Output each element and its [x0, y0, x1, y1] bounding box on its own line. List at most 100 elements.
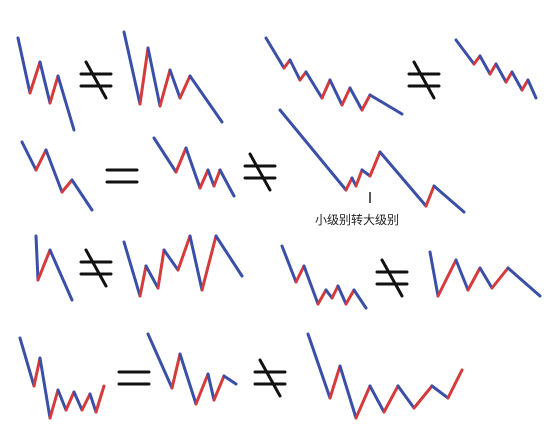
rising-segment	[80, 392, 92, 412]
falling-segment	[144, 264, 160, 290]
rising-segment	[48, 388, 60, 420]
zigzag-pattern-2	[122, 30, 224, 124]
relation-symbols	[79, 60, 441, 398]
rising-segment	[294, 264, 306, 284]
falling-segment	[396, 384, 416, 410]
rising-segment	[316, 288, 328, 306]
falling-segment	[188, 234, 204, 292]
falling-segment	[214, 234, 244, 278]
rising-segment	[354, 168, 364, 188]
falling-segment	[56, 74, 76, 132]
falling-segment	[206, 168, 216, 188]
falling-segment	[188, 74, 224, 124]
rising-segment	[28, 60, 42, 95]
rising-segment	[472, 54, 482, 66]
rising-segment	[64, 390, 76, 412]
rising-segment	[436, 258, 458, 298]
falling-segment	[168, 68, 182, 100]
not-equal-sign-1	[79, 60, 113, 100]
falling-segment	[368, 384, 386, 414]
level-transition-annotation: 小级别转大级别	[315, 192, 399, 227]
falling-segment	[430, 384, 450, 400]
zigzag-pattern-14	[306, 332, 464, 420]
zigzag-pattern-6	[152, 136, 236, 198]
rising-segment	[446, 368, 464, 400]
equal-sign-3	[105, 168, 139, 184]
not-equal-sign-8	[253, 358, 287, 398]
rising-segment	[320, 78, 332, 100]
rising-segment	[170, 352, 182, 390]
zigzag-patterns	[16, 30, 542, 420]
zigzag-pattern-8	[34, 234, 74, 302]
falling-segment	[122, 240, 142, 298]
rising-segment	[504, 70, 514, 84]
rising-segment	[176, 234, 192, 272]
sign-slash	[380, 258, 404, 298]
falling-segment	[20, 140, 38, 172]
falling-segment	[218, 168, 236, 198]
sign-slash	[412, 60, 436, 100]
falling-segment	[56, 388, 68, 412]
rising-segment	[330, 284, 340, 300]
rising-segment	[412, 384, 434, 410]
zigzag-pattern-1	[16, 36, 76, 132]
zigzag-pattern-9	[122, 234, 244, 298]
zigzag-pattern-7	[278, 108, 466, 214]
falling-segment	[38, 356, 52, 420]
rising-segment	[138, 264, 148, 298]
zigzag-pattern-13	[146, 332, 238, 406]
zigzag-pattern-4	[454, 38, 538, 100]
rising-segment	[298, 70, 308, 82]
sign-slash	[84, 60, 108, 100]
rising-segment	[60, 178, 74, 194]
falling-segment	[288, 58, 302, 82]
sign-slash	[248, 152, 272, 192]
falling-segment	[122, 30, 142, 106]
zigzag-pattern-5	[20, 140, 94, 212]
not-equal-sign-4	[243, 152, 277, 192]
falling-segment	[378, 150, 428, 208]
annotation-label: 小级别转大级别	[315, 212, 399, 227]
rising-segment	[174, 146, 188, 174]
zigzag-pattern-10	[280, 244, 368, 310]
falling-segment	[526, 78, 538, 100]
falling-segment	[510, 70, 524, 92]
falling-segment	[428, 250, 440, 298]
falling-segment	[360, 168, 372, 178]
not-equal-sign-5	[79, 248, 113, 288]
sign-slash	[258, 358, 282, 398]
falling-segment	[352, 288, 368, 310]
falling-segment	[478, 54, 492, 76]
falling-segment	[206, 372, 216, 402]
rising-segment	[94, 384, 106, 414]
falling-segment	[338, 364, 358, 420]
not-equal-sign-6	[375, 258, 409, 298]
sign-slash	[84, 248, 108, 288]
rising-segment	[520, 78, 530, 92]
rising-segment	[340, 86, 352, 107]
rising-segment	[360, 93, 372, 112]
falling-segment	[16, 36, 32, 95]
falling-segment	[38, 60, 52, 105]
rising-segment	[34, 148, 48, 172]
falling-segment	[368, 93, 404, 116]
falling-segment	[328, 78, 344, 107]
rising-segment	[212, 374, 226, 402]
falling-segment	[146, 46, 162, 108]
rising-segment	[344, 288, 356, 306]
rising-segment	[212, 168, 222, 188]
rising-segment	[156, 248, 166, 290]
falling-segment	[178, 352, 198, 406]
falling-segment	[280, 244, 298, 284]
equal-sign-7	[117, 370, 151, 386]
falling-segment	[70, 178, 94, 212]
falling-segment	[184, 146, 202, 190]
rising-segment	[328, 364, 342, 400]
falling-segment	[432, 184, 466, 214]
rising-segment	[138, 46, 150, 106]
rising-segment	[194, 372, 210, 406]
rising-segment	[368, 150, 382, 178]
falling-segment	[88, 392, 98, 414]
falling-segment	[506, 266, 542, 298]
